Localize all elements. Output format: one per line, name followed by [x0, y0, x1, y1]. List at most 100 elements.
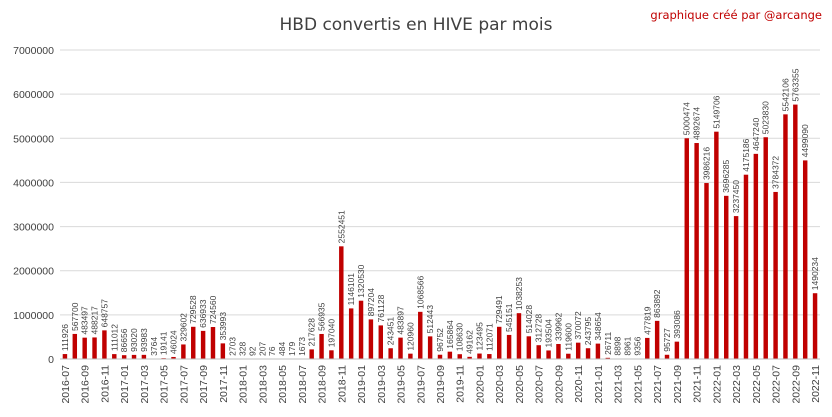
bar-2019-10 — [447, 351, 453, 359]
x-tick-label: 2021-09 — [672, 365, 684, 404]
bar-2019-07 — [418, 311, 423, 359]
data-label-2022-02: 3696285 — [721, 159, 731, 192]
y-tick-label: 7000000 — [13, 45, 54, 57]
data-label-2019-12: 49162 — [465, 330, 475, 354]
bar-2018-09 — [319, 333, 324, 359]
data-label-2018-10: 197040 — [326, 319, 336, 348]
data-label-2019-05: 483897 — [396, 306, 406, 335]
x-tick-label: 2017-05 — [159, 365, 171, 404]
bar-2021-09 — [674, 341, 680, 359]
data-label-2021-03: 8898 — [613, 336, 623, 355]
x-tick-label: 2017-07 — [178, 365, 190, 404]
bar-2022-05 — [753, 153, 759, 359]
x-tick-label: 2017-11 — [218, 365, 230, 403]
data-label-2017-11: 353993 — [218, 312, 228, 341]
bar-2020-09 — [556, 343, 561, 359]
data-label-2020-08: 193504 — [544, 319, 554, 348]
data-label-2017-10: 724560 — [208, 295, 218, 324]
bar-2016-09 — [82, 337, 87, 359]
data-label-2017-12: 2703 — [228, 337, 238, 356]
data-label-2021-08: 95727 — [662, 328, 672, 352]
x-tick-label: 2022-11 — [810, 365, 822, 403]
data-label-2021-06: 477819 — [642, 306, 652, 335]
data-label-2021-12: 3986216 — [701, 147, 711, 180]
data-label-2020-05: 1038253 — [514, 277, 524, 310]
data-label-2017-08: 729528 — [188, 295, 198, 324]
data-label-2019-01: 1320530 — [356, 264, 366, 297]
data-label-2021-11: 4892674 — [692, 107, 702, 140]
bar-2021-11 — [694, 143, 699, 359]
bar-2021-08 — [664, 354, 670, 359]
bar-2017-09 — [200, 330, 206, 359]
data-label-2016-12: 111012 — [109, 324, 119, 351]
bar-2021-10 — [684, 138, 689, 359]
data-label-2017-09: 636933 — [198, 299, 208, 328]
data-label-2019-08: 512443 — [425, 305, 435, 334]
bar-2016-12 — [112, 354, 117, 359]
bar-2016-07 — [62, 354, 68, 359]
x-tick-label: 2017-01 — [119, 365, 131, 404]
data-label-2019-02: 897204 — [366, 288, 376, 317]
x-tick-label: 2020-03 — [494, 365, 506, 404]
data-label-2019-11: 108630 — [455, 323, 465, 352]
y-tick-label: 3000000 — [13, 222, 54, 234]
data-label-2016-09: 483497 — [80, 306, 90, 335]
bar-2020-02 — [487, 354, 492, 359]
data-label-2018-09: 566935 — [317, 302, 327, 331]
data-label-2019-09: 96752 — [435, 328, 445, 352]
data-label-2022-03: 3237450 — [731, 180, 741, 213]
x-tick-label: 2018-11 — [336, 365, 348, 403]
data-label-2019-03: 761128 — [376, 294, 386, 322]
bar-2020-10 — [566, 353, 571, 359]
data-label-2018-03: 207 — [257, 342, 267, 356]
x-tick-label: 2020-05 — [514, 365, 526, 404]
chart-title: HBD convertis en HIVE par mois — [280, 15, 553, 35]
bar-2019-08 — [427, 336, 433, 359]
data-label-2019-10: 165864 — [445, 320, 455, 349]
x-tick-label: 2017-09 — [198, 365, 210, 404]
bar-2017-06 — [171, 356, 176, 359]
bar-2019-09 — [437, 354, 443, 359]
x-tick-label: 2020-09 — [553, 365, 565, 404]
x-tick-label: 2020-07 — [534, 365, 546, 404]
data-label-2019-04: 243451 — [386, 317, 396, 346]
y-axis-ticks: 0 1000000 2000000 3000000 4000000 5000000 6000… — [13, 45, 54, 366]
x-tick-label: 2020-01 — [474, 365, 486, 404]
data-label-2020-03: 729491 — [494, 295, 504, 324]
data-label-2021-09: 393086 — [672, 310, 682, 339]
bar-2018-10 — [329, 350, 334, 359]
data-label-2019-07: 1068566 — [415, 275, 425, 308]
y-tick-label: 5000000 — [13, 133, 54, 145]
data-label-2021-02: 26711 — [603, 332, 613, 355]
bar-2022-02 — [724, 195, 729, 359]
x-tick-label: 2022-09 — [790, 365, 802, 404]
data-label-2022-05: 4647240 — [751, 117, 761, 150]
bar-2019-02 — [368, 319, 374, 359]
bar-2022-01 — [714, 131, 719, 359]
data-label-2022-07: 3784372 — [771, 156, 781, 189]
y-tick-label: 1000000 — [13, 310, 54, 322]
x-tick-label: 2022-05 — [751, 365, 763, 404]
data-label-2020-12: 243795 — [583, 317, 593, 346]
chart-credit: graphique créé par @arcange — [650, 8, 822, 22]
bar-2017-03 — [141, 354, 147, 359]
bar-2017-08 — [191, 326, 196, 359]
x-tick-label: 2018-01 — [238, 365, 250, 404]
bar-2017-01 — [121, 355, 127, 359]
bar-2020-04 — [506, 334, 512, 359]
bar-2019-03 — [378, 325, 383, 359]
data-label-2017-01: 86656 — [119, 328, 129, 352]
bar-2016-10 — [92, 337, 97, 359]
data-label-2017-06: 46024 — [169, 330, 179, 354]
data-label-2017-05: 19141 — [159, 331, 169, 355]
data-label-2022-11: 1490234 — [810, 257, 820, 290]
data-label-2018-11: 2552451 — [336, 210, 346, 243]
x-tick-label: 2019-11 — [455, 365, 467, 403]
bar-2021-01 — [595, 343, 601, 359]
data-label-2020-07: 312728 — [534, 314, 544, 343]
data-label-2020-01: 123495 — [474, 322, 484, 351]
bar-2021-07 — [654, 320, 660, 359]
bar-2016-11 — [102, 330, 107, 359]
